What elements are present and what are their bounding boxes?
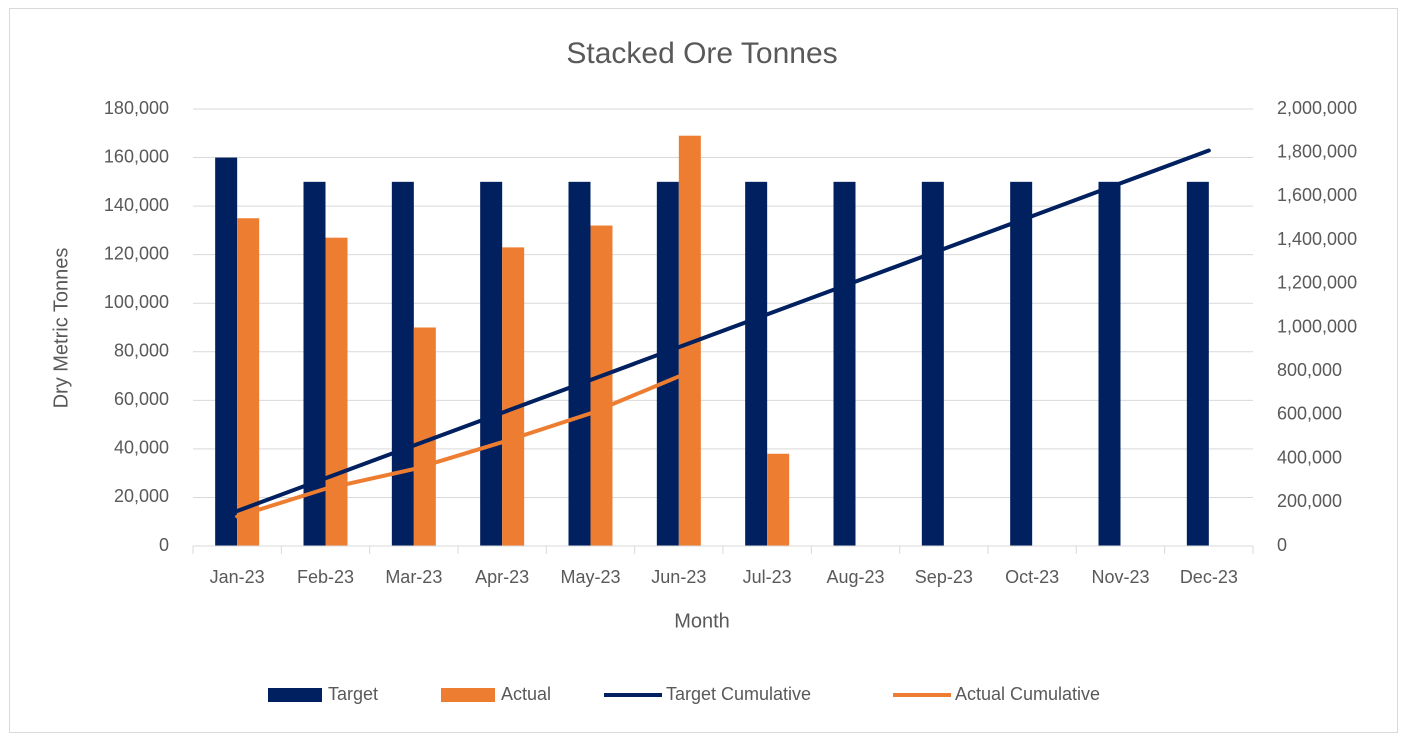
chart-title: Stacked Ore Tonnes [566,37,837,70]
bar [502,247,525,546]
bar [1186,181,1209,547]
y2-tick-label: 2,000,000 [1277,98,1357,118]
x-tick-label: Jan-23 [210,567,265,587]
x-axis-title: Month [674,610,730,632]
y-tick-label: 0 [159,535,169,555]
y2-tick-label: 1,800,000 [1277,141,1357,161]
x-tick-label: Sep-23 [915,567,973,587]
legend-label: Actual [501,684,551,704]
bar [568,181,591,547]
x-tick-label: Apr-23 [475,567,529,587]
x-tick-label: Dec-23 [1180,567,1238,587]
y-tick-label: 160,000 [104,146,169,166]
legend-label: Target [328,684,378,704]
bar [1010,181,1033,547]
bar [237,218,260,546]
bar [215,157,238,547]
y2-tick-label: 1,600,000 [1277,185,1357,205]
x-tick-label: Jun-23 [651,567,706,587]
bar [833,181,856,547]
legend-label: Actual Cumulative [955,684,1100,704]
bar [656,181,679,547]
bar [391,181,414,547]
bar [745,181,768,547]
legend-swatch [268,688,322,702]
y-tick-label: 180,000 [104,98,169,118]
y-tick-label: 140,000 [104,195,169,215]
bar [678,135,701,546]
bar [921,181,944,547]
bar [1098,181,1121,547]
bar [413,327,436,546]
y-tick-label: 80,000 [114,341,169,361]
y2-tick-label: 600,000 [1277,404,1342,424]
y-tick-label: 60,000 [114,389,169,409]
x-tick-label: Jul-23 [743,567,792,587]
bar [767,453,790,546]
y-axis-title: Dry Metric Tonnes [50,248,72,409]
y2-tick-label: 0 [1277,535,1287,555]
y2-tick-label: 800,000 [1277,360,1342,380]
y-tick-label: 120,000 [104,243,169,263]
x-tick-label: Mar-23 [385,567,442,587]
y2-tick-label: 1,400,000 [1277,229,1357,249]
legend-swatch [441,688,495,702]
y-tick-label: 100,000 [104,292,169,312]
y-tick-label: 20,000 [114,486,169,506]
legend-label: Target Cumulative [666,684,811,704]
y2-tick-label: 400,000 [1277,447,1342,467]
bar [325,237,348,546]
y2-tick-label: 200,000 [1277,491,1342,511]
line-series [235,374,681,519]
y2-tick-label: 1,000,000 [1277,316,1357,336]
x-tick-label: Nov-23 [1091,567,1149,587]
bar [303,181,326,547]
bar [480,181,503,547]
y-tick-label: 40,000 [114,438,169,458]
bar [590,225,613,547]
y2-tick-label: 1,200,000 [1277,273,1357,293]
x-tick-label: Aug-23 [826,567,884,587]
x-tick-label: Feb-23 [297,567,354,587]
line-series [235,148,1211,514]
x-tick-label: Oct-23 [1005,567,1059,587]
x-tick-label: May-23 [560,567,620,587]
